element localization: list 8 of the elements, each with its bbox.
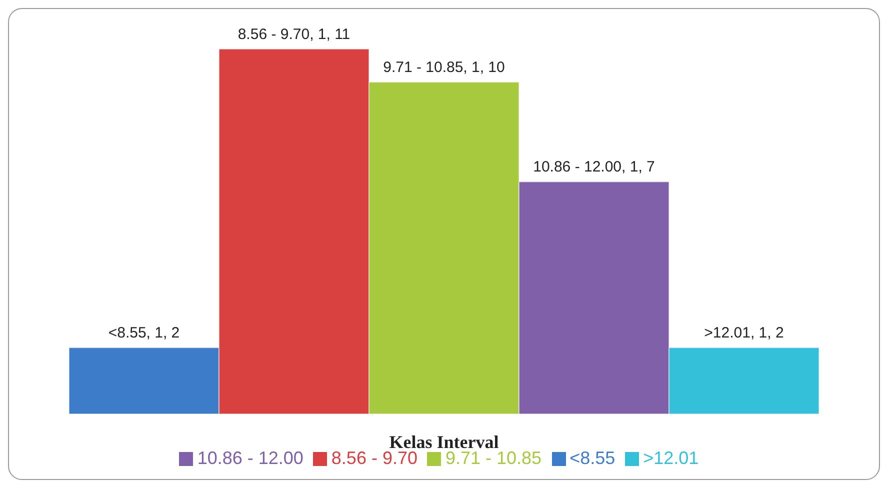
legend-label: 10.86 - 12.00	[197, 448, 304, 468]
data-label: <8.55, 1, 2	[108, 324, 180, 342]
data-label: 10.86 - 12.00, 1, 7	[533, 158, 655, 176]
legend-label: <8.55	[570, 448, 616, 468]
legend-label: >12.01	[643, 448, 699, 468]
data-label: 9.71 - 10.85, 1, 10	[383, 59, 505, 76]
data-label: >12.01, 1, 2	[704, 324, 784, 342]
data-label: 8.56 - 9.70, 1, 11	[238, 26, 350, 43]
